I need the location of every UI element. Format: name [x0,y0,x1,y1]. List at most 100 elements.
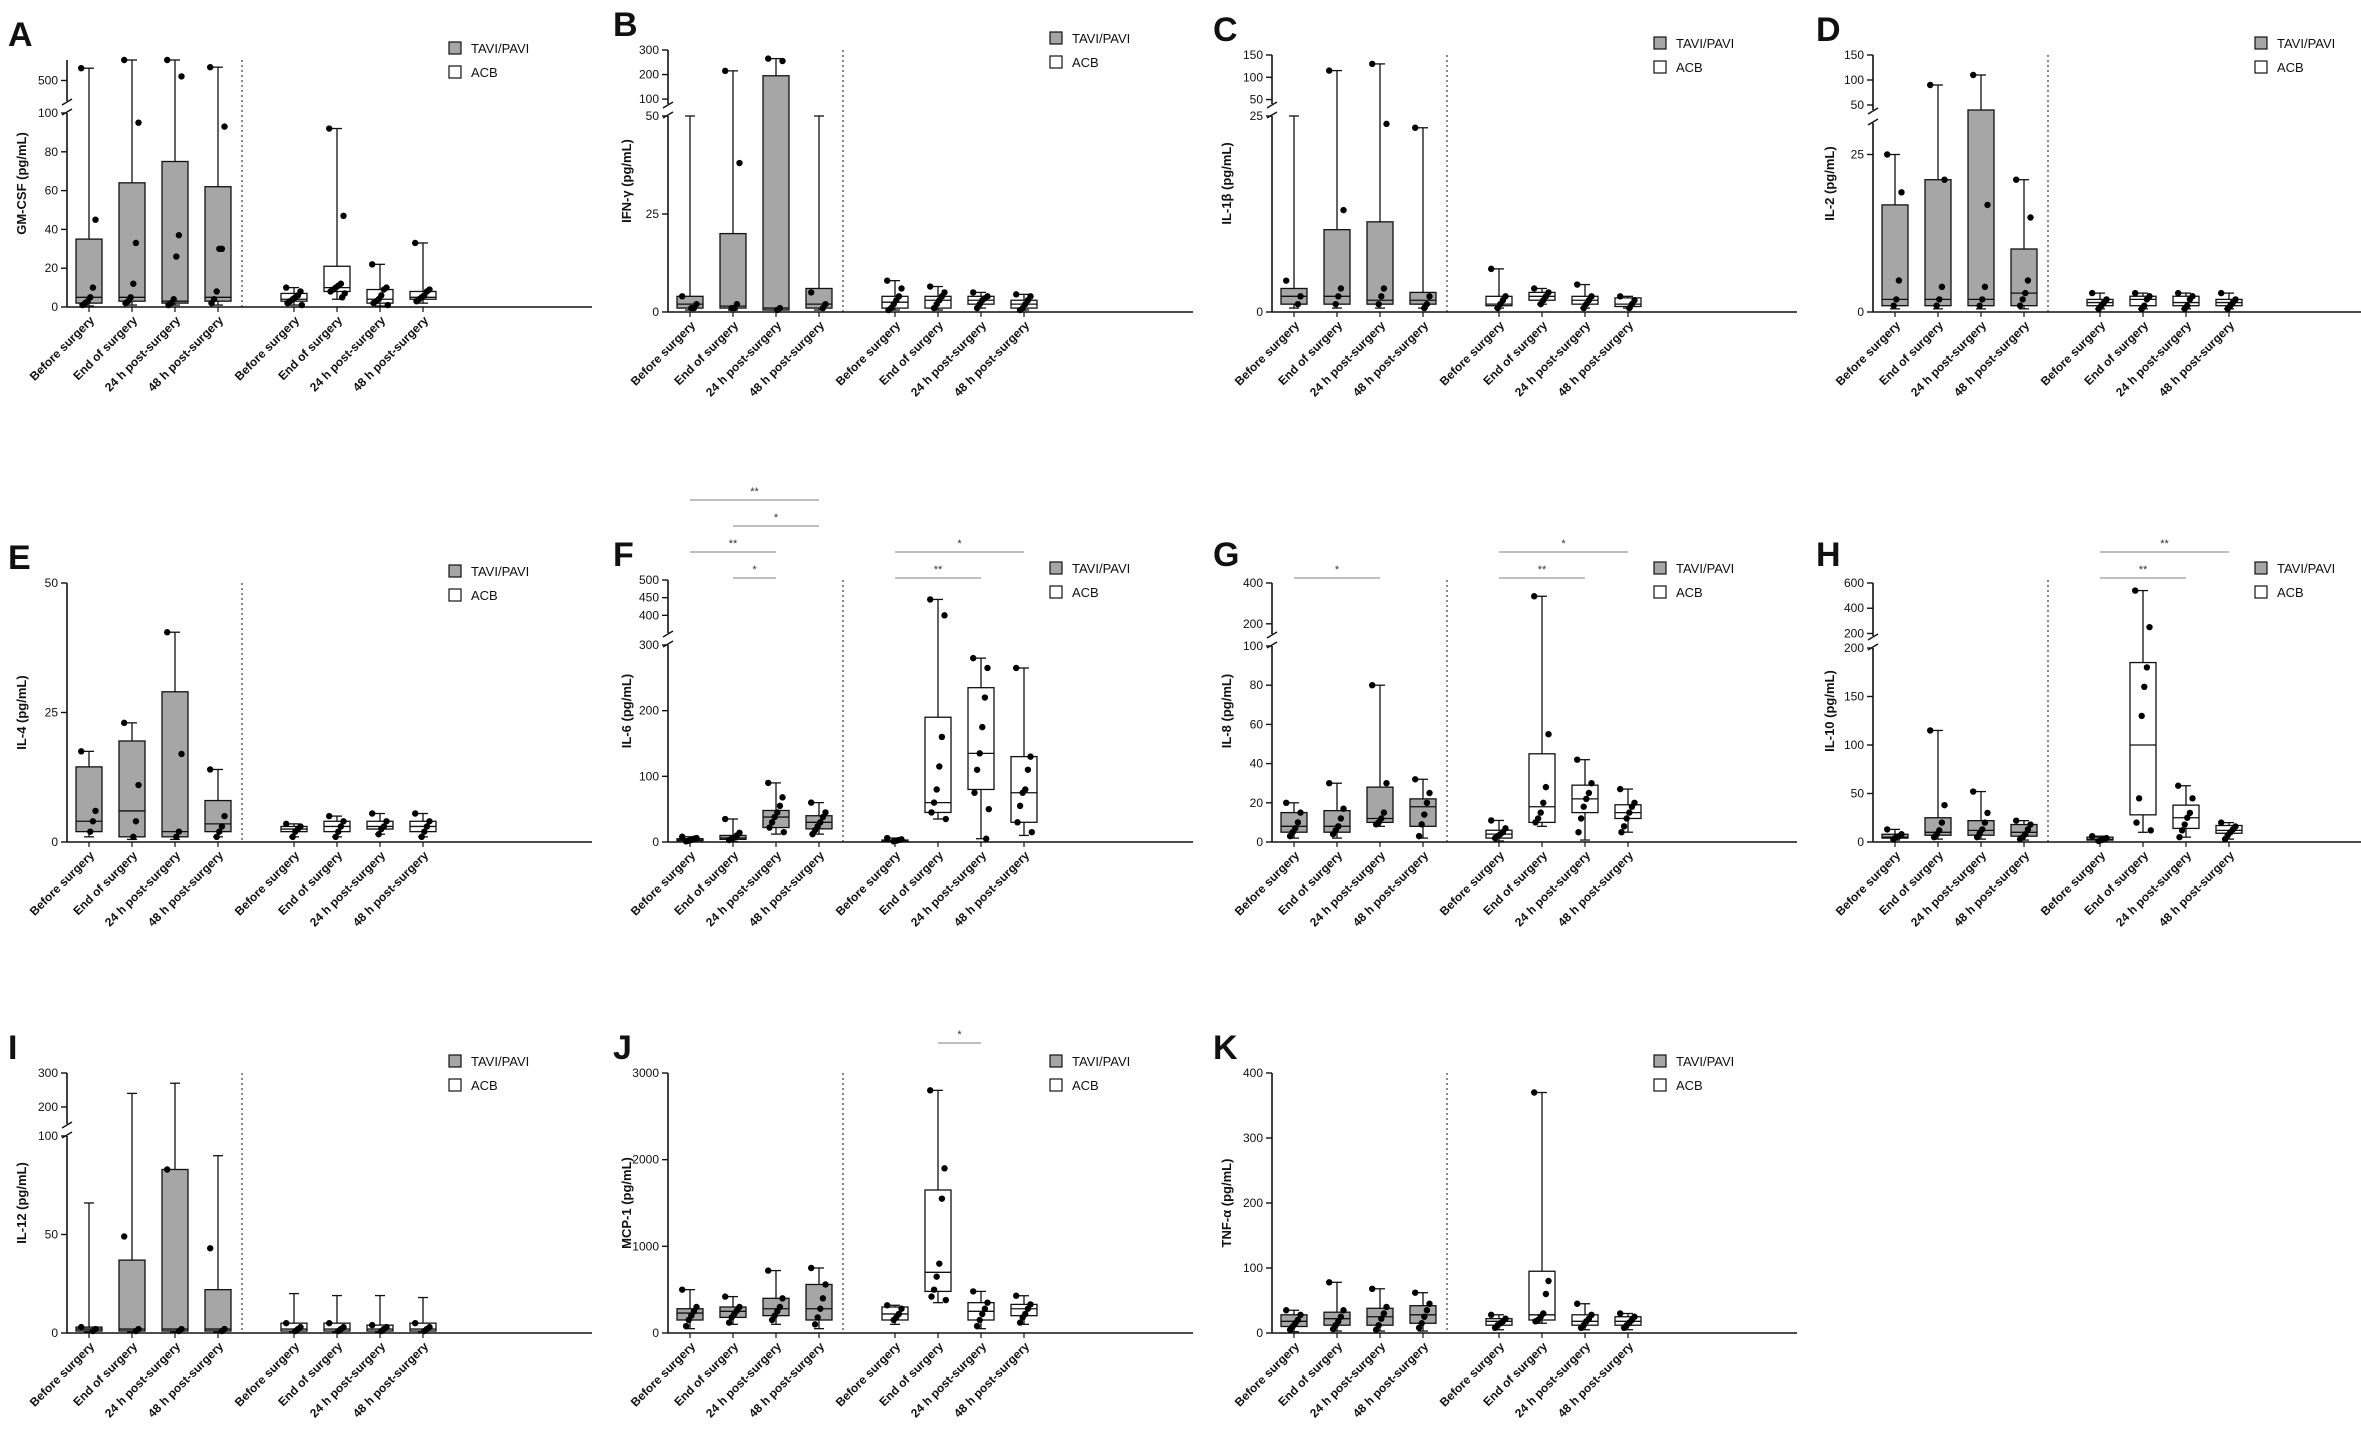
box-acb-1 [280,820,308,841]
box-tavi-1 [1280,1307,1308,1333]
box-acb-4 [409,239,437,305]
legend-swatch [2254,561,2268,575]
y-tick-label: 200 [1844,626,1864,640]
data-point [1326,1279,1333,1286]
box-tavi-3 [1366,682,1394,828]
legend-label: ACB [1072,1078,1099,1093]
data-point [1294,300,1302,308]
data-point [218,823,226,830]
data-point [2175,289,2182,297]
data-point [885,306,892,314]
data-point [679,1286,686,1293]
axis-break-mark [61,1121,73,1139]
box-tavi-4 [805,1264,833,1330]
data-point [2019,296,2026,303]
data-point [2184,814,2191,821]
box-tavi-4 [2010,817,2038,843]
data-point [412,810,419,817]
data-point [927,596,934,603]
data-point [2141,683,2148,690]
data-point [941,612,948,619]
legend-swatch [448,1078,462,1092]
data-point [688,304,695,312]
data-point [766,824,773,831]
data-point [933,1273,940,1280]
x-tick-label: 48 h post-surgery [1350,1339,1431,1420]
data-point [2143,664,2151,671]
data-point [2132,289,2139,297]
data-point [2095,305,2102,313]
data-point [938,1195,946,1202]
axis-break-mark [662,101,674,119]
y-tick-label: 150 [1844,690,1864,704]
data-point [1620,823,1628,830]
x-tick-label: 24 h post-surgery [1908,848,1989,929]
data-point [1890,302,1897,309]
axis-break-mark [662,630,674,648]
data-point [1372,1326,1380,1333]
legend-label: TAVI/PAVI [1072,31,1130,46]
legend-label: TAVI/PAVI [471,564,529,579]
data-point [284,299,291,307]
data-point [1294,819,1302,826]
x-tick-label: 48 h post-surgery [1555,318,1636,399]
data-point [1412,1289,1419,1296]
data-point [976,1316,983,1324]
data-point [722,1293,729,1300]
data-point [928,809,935,816]
box-acb-4 [1614,1310,1642,1332]
data-point [2132,587,2139,594]
x-tick-label: 24 h post-surgery [102,848,183,929]
data-point [1016,1319,1024,1326]
data-point [2016,302,2024,309]
data-point [135,781,142,789]
box-acb-4 [2215,289,2243,313]
y-tick-label: 0 [1256,835,1263,849]
y-tick-label: 50 [646,109,660,123]
box-tavi-1 [1881,151,1909,310]
data-point [332,833,339,841]
y-tick-label: 25 [1250,109,1264,123]
data-point [79,301,86,309]
legend-label: TAVI/PAVI [1676,561,1734,576]
panel-letter: F [613,536,634,574]
data-point [811,1321,819,1328]
legend-swatch [1049,561,1063,575]
data-point [1491,834,1499,842]
y-tick-label: 50 [1851,98,1865,112]
data-point [809,830,816,838]
box-acb-1 [881,277,909,314]
data-point [1890,835,1897,843]
data-point [283,284,290,291]
box-tavi-4 [204,766,232,841]
box-iqr [2010,248,2038,307]
box-acb-3 [2172,782,2200,841]
legend-swatch [1653,36,1667,50]
data-point [165,301,172,309]
data-point [682,838,690,845]
data-point [1540,799,1547,806]
significance-label: * [1561,538,1566,550]
data-point [175,1327,183,1335]
data-point [685,1316,692,1324]
data-point [927,283,934,290]
x-tick-label: 48 h post-surgery [746,1339,827,1420]
legend-label: ACB [1676,1078,1703,1093]
data-point [1337,285,1345,292]
box-iqr [161,1168,189,1332]
data-point [819,813,827,821]
box-tavi-1 [75,65,103,309]
axis-break-mark [1266,631,1278,649]
box-acb-1 [280,1292,308,1335]
data-point [326,812,333,820]
y-tick-label: 0 [51,300,58,314]
data-point [1617,1310,1624,1317]
data-point [1488,1311,1495,1319]
data-point [2178,827,2186,834]
data-point [981,1305,989,1312]
data-point [1340,1307,1347,1314]
data-point [679,833,686,840]
x-tick-label: 24 h post-surgery [908,1339,989,1420]
data-point [1340,805,1347,812]
